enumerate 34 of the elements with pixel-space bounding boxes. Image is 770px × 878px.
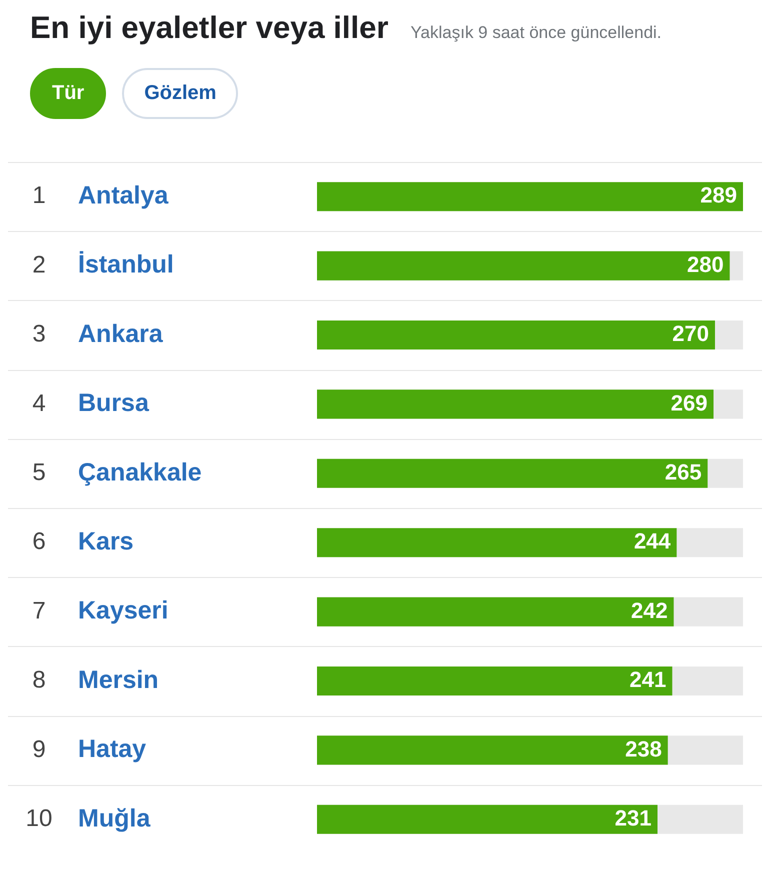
data-label: 270 bbox=[672, 321, 709, 346]
data-label: 269 bbox=[670, 390, 708, 416]
data-label: 238 bbox=[625, 736, 662, 762]
text: 9 bbox=[32, 736, 46, 763]
text: 6 bbox=[32, 528, 46, 556]
y-tick-label: Mersin bbox=[78, 666, 159, 694]
filter-button: Gözlem bbox=[122, 68, 238, 119]
text: 1 bbox=[32, 182, 46, 210]
data-label: 242 bbox=[631, 598, 668, 623]
text: 5 bbox=[32, 459, 46, 486]
y-tick-label: Hatay bbox=[78, 735, 146, 764]
y-tick-label: Antalya bbox=[78, 181, 170, 210]
text: 4 bbox=[32, 390, 46, 417]
y-tick-label: Muğla bbox=[78, 804, 152, 832]
text: 8 bbox=[32, 666, 46, 694]
data-label: 265 bbox=[664, 459, 702, 484]
text: 10 bbox=[26, 805, 52, 832]
data-label: 231 bbox=[614, 805, 652, 830]
data-label: 280 bbox=[687, 252, 724, 277]
filter-button: Tür bbox=[30, 68, 106, 119]
y-tick-label: Bursa bbox=[78, 389, 150, 418]
y-tick-label: Çanakkale bbox=[78, 458, 202, 486]
y-tick-label: Ankara bbox=[78, 320, 164, 348]
data-label: 289 bbox=[700, 182, 737, 208]
chart-title: En iyi eyaletler veya iller bbox=[30, 10, 388, 46]
data-label: 241 bbox=[630, 667, 666, 692]
y-tick-label: İstanbul bbox=[78, 250, 174, 279]
chart-subtitle: Yaklaşık 9 saat önce güncellendi. bbox=[410, 23, 662, 43]
y-tick-label: Kayseri bbox=[78, 596, 168, 625]
data-label: 244 bbox=[634, 528, 672, 554]
text: 2 bbox=[32, 251, 46, 278]
text: 7 bbox=[32, 597, 46, 624]
text: 3 bbox=[32, 320, 46, 348]
y-tick-label: Kars bbox=[78, 527, 134, 556]
